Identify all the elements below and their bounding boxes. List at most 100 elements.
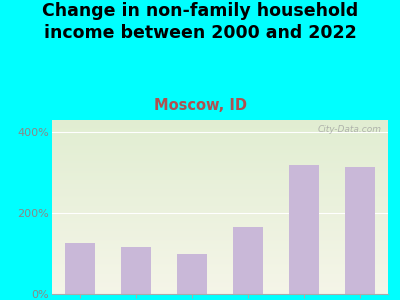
Bar (52, 144, 388, 145)
Bar (52, 180, 388, 181)
Bar (289, 164, 320, 294)
Bar (52, 131, 388, 132)
Bar (52, 176, 388, 177)
Bar (52, 221, 388, 222)
Bar (52, 209, 388, 210)
Bar (52, 217, 388, 218)
Bar (52, 276, 388, 277)
Text: Change in non-family household
income between 2000 and 2022: Change in non-family household income be… (42, 2, 358, 42)
Bar (344, 167, 375, 294)
Bar (52, 248, 388, 249)
Bar (52, 239, 388, 240)
Bar (52, 202, 388, 203)
Bar (52, 245, 388, 246)
Bar (52, 290, 388, 291)
Bar (52, 122, 388, 123)
Bar (52, 280, 388, 281)
Bar (52, 254, 388, 255)
Bar (52, 162, 388, 163)
Bar (52, 184, 388, 185)
Bar (52, 179, 388, 180)
Bar (52, 178, 388, 179)
Bar (52, 127, 388, 128)
Bar (52, 133, 388, 134)
Bar (52, 164, 388, 165)
Bar (52, 293, 388, 294)
Bar (52, 205, 388, 206)
Bar (52, 158, 388, 159)
Bar (52, 243, 388, 244)
Bar (52, 267, 388, 268)
Bar (52, 123, 388, 124)
Bar (52, 258, 388, 259)
Bar (52, 197, 388, 198)
Bar (52, 165, 388, 166)
Bar (52, 129, 388, 130)
Bar (52, 215, 388, 216)
Bar (52, 219, 388, 220)
Bar (52, 251, 388, 252)
Bar (52, 288, 388, 289)
Bar (52, 235, 388, 236)
Bar (52, 218, 388, 219)
Bar (52, 161, 388, 162)
Bar (52, 289, 388, 290)
Bar (52, 126, 388, 127)
Bar (52, 170, 388, 171)
Bar (52, 238, 388, 239)
Bar (52, 244, 388, 245)
Bar (52, 207, 388, 208)
Bar (52, 287, 388, 288)
Bar (52, 203, 388, 204)
Bar (52, 168, 388, 169)
Bar (52, 194, 388, 195)
Bar (52, 285, 388, 286)
Bar (52, 141, 388, 142)
Bar (52, 174, 388, 175)
Bar (52, 155, 388, 156)
Bar (52, 292, 388, 293)
Bar (52, 152, 388, 153)
Bar (52, 213, 388, 214)
Bar (52, 204, 388, 205)
Bar (52, 167, 388, 168)
Bar (52, 229, 388, 230)
Bar (52, 226, 388, 227)
Bar (52, 253, 388, 254)
Bar (52, 137, 388, 138)
Bar (52, 208, 388, 209)
Bar (52, 278, 388, 279)
Bar (52, 151, 388, 152)
Bar (52, 210, 388, 211)
Bar (52, 198, 388, 199)
Bar (52, 220, 388, 221)
Text: Moscow, ID: Moscow, ID (154, 98, 246, 112)
Bar (52, 241, 388, 242)
Bar (52, 166, 388, 167)
Bar (52, 263, 388, 264)
Bar (52, 157, 388, 158)
Bar (52, 196, 388, 197)
Bar (52, 125, 388, 126)
Bar (52, 182, 388, 183)
Bar (52, 120, 388, 121)
Bar (52, 134, 388, 135)
Bar (64, 243, 96, 294)
Bar (52, 175, 388, 176)
Bar (52, 146, 388, 147)
Bar (52, 246, 388, 247)
Bar (52, 159, 388, 160)
Bar (52, 224, 388, 225)
Bar (233, 227, 264, 294)
Bar (52, 191, 388, 192)
Bar (52, 232, 388, 233)
Bar (52, 265, 388, 266)
Bar (52, 145, 388, 146)
Bar (52, 187, 388, 188)
Text: City-Data.com: City-Data.com (317, 125, 381, 134)
Bar (52, 128, 388, 129)
Bar (52, 211, 388, 212)
Bar (52, 192, 388, 193)
Bar (52, 181, 388, 182)
Bar (52, 183, 388, 184)
